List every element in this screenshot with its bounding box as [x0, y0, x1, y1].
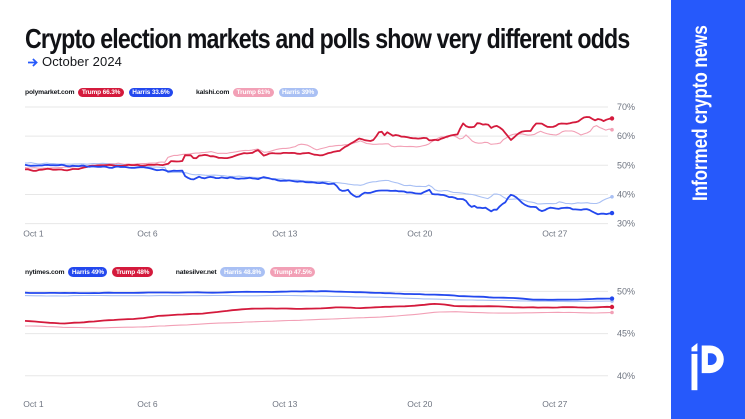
svg-text:70%: 70% — [617, 102, 635, 112]
svg-text:Oct 6: Oct 6 — [137, 229, 158, 239]
svg-text:Oct 20: Oct 20 — [407, 229, 432, 239]
svg-text:50%: 50% — [617, 286, 635, 296]
svg-text:40%: 40% — [617, 371, 635, 381]
svg-text:Oct 1: Oct 1 — [23, 399, 44, 409]
svg-text:50%: 50% — [617, 160, 635, 170]
svg-text:Oct 13: Oct 13 — [272, 229, 297, 239]
svg-text:30%: 30% — [617, 219, 635, 229]
svg-text:Oct 27: Oct 27 — [542, 399, 567, 409]
svg-text:Oct 1: Oct 1 — [23, 229, 44, 239]
svg-text:Oct 27: Oct 27 — [542, 229, 567, 239]
svg-text:Oct 13: Oct 13 — [272, 399, 297, 409]
svg-text:Oct 6: Oct 6 — [137, 399, 158, 409]
svg-text:45%: 45% — [617, 329, 635, 339]
svg-text:60%: 60% — [617, 131, 635, 141]
svg-text:Oct 20: Oct 20 — [407, 399, 432, 409]
svg-text:40%: 40% — [617, 189, 635, 199]
